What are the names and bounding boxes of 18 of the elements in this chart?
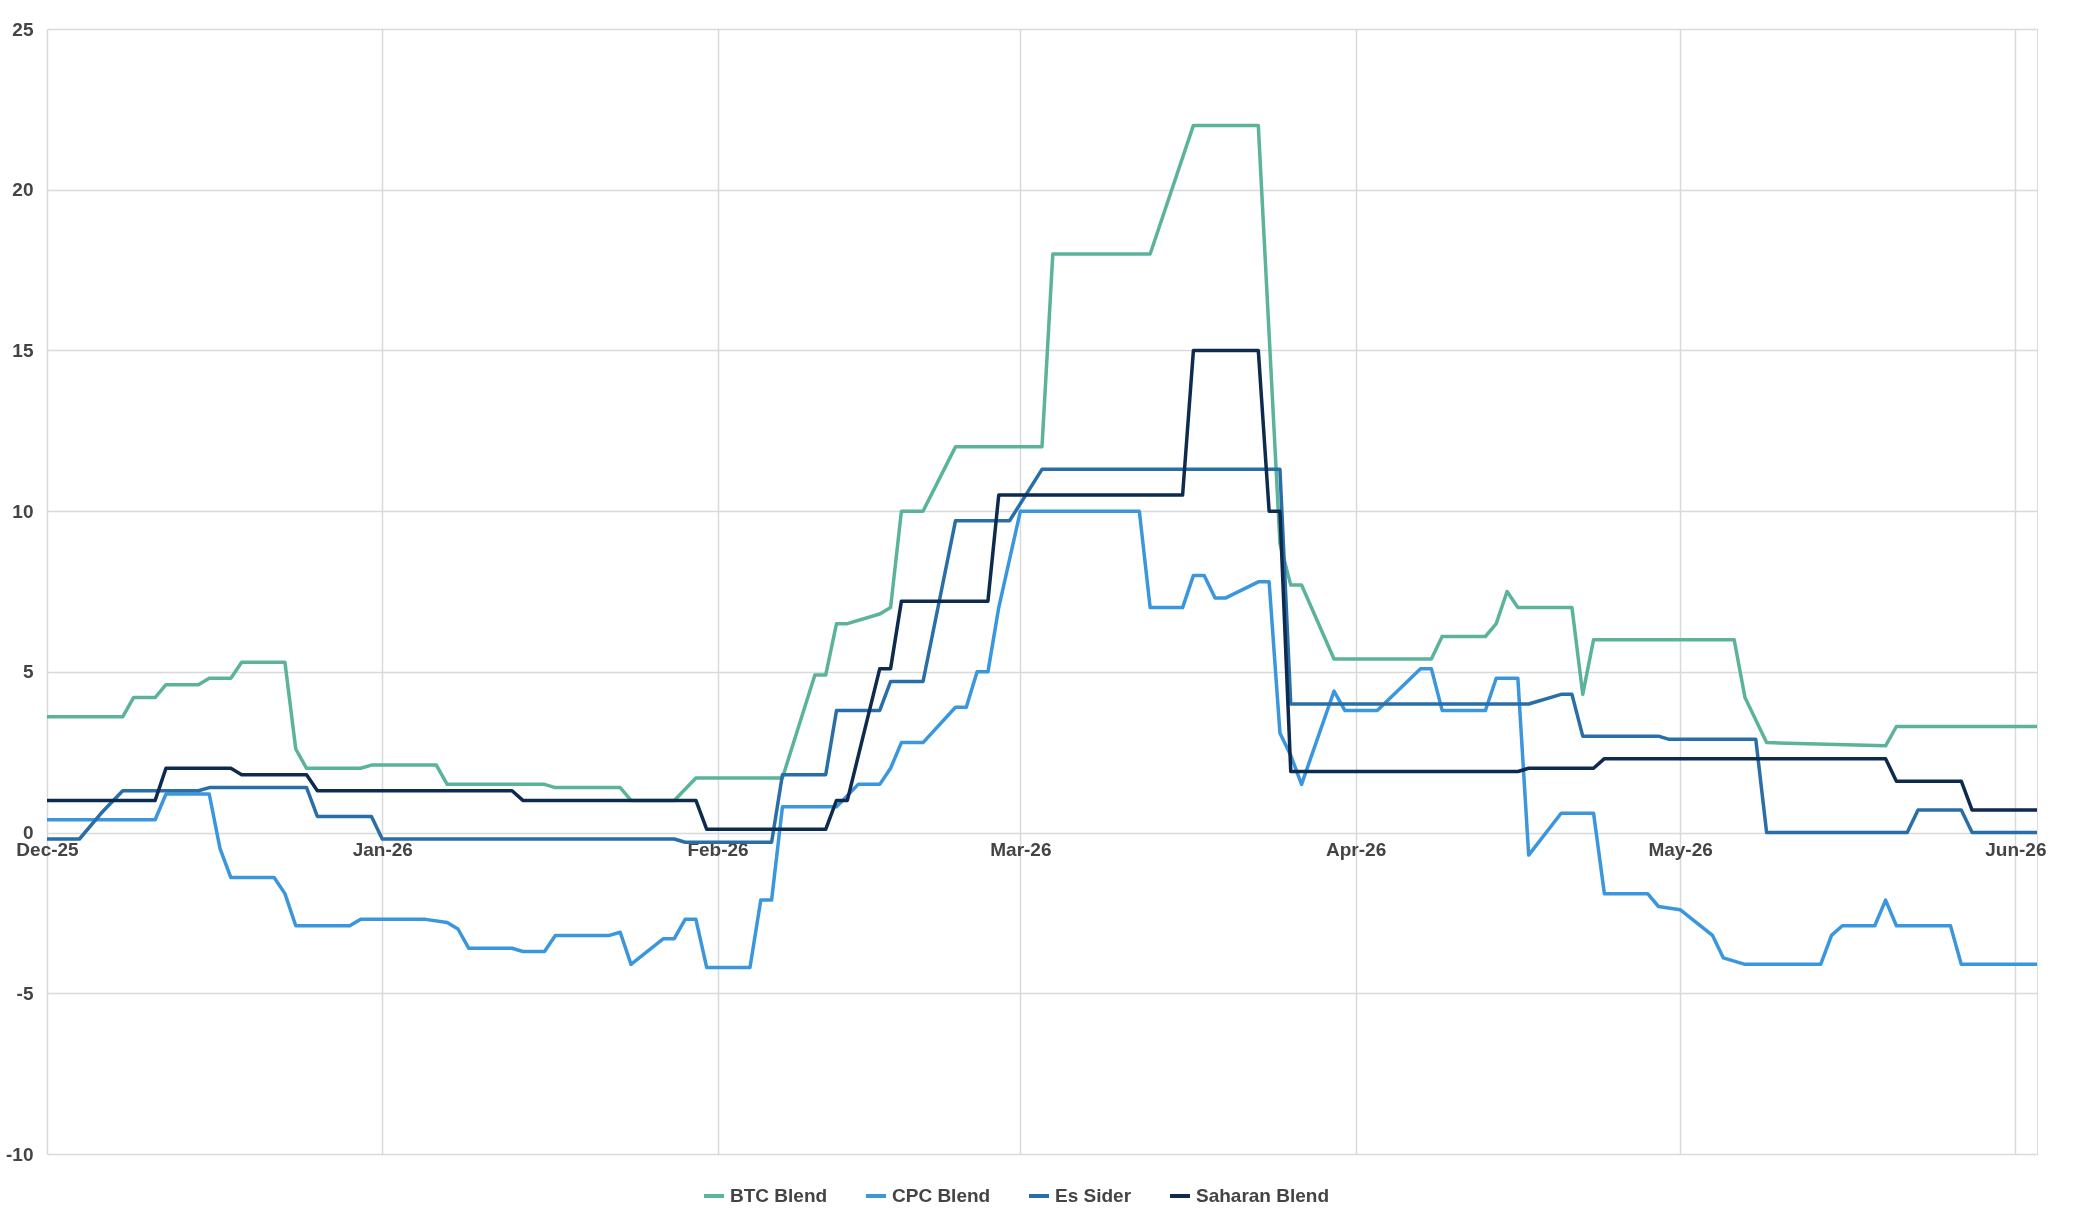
y-tick-label: 25 bbox=[12, 18, 34, 40]
y-tick-label: -10 bbox=[6, 1143, 34, 1165]
y-tick-label: -5 bbox=[16, 982, 34, 1004]
y-tick-label: 20 bbox=[12, 179, 34, 201]
legend-label: Saharan Blend bbox=[1196, 1185, 1330, 1206]
x-tick-label: Jan-26 bbox=[352, 839, 413, 861]
line-series bbox=[45, 467, 2039, 844]
legend-label: BTC Blend bbox=[730, 1185, 828, 1206]
x-tick-label: May-26 bbox=[1648, 839, 1713, 861]
legend-label: Es Sider bbox=[1055, 1185, 1132, 1206]
x-tick-label: Apr-26 bbox=[1326, 839, 1387, 861]
x-tick-label: Jun-26 bbox=[1985, 839, 2047, 861]
y-tick-label: 10 bbox=[12, 500, 34, 522]
legend-label: CPC Blend bbox=[892, 1185, 991, 1206]
y-tick-label: 5 bbox=[22, 661, 34, 683]
line-series bbox=[45, 348, 2039, 832]
x-tick-label: Mar-26 bbox=[990, 839, 1052, 861]
y-tick-label: 15 bbox=[12, 339, 34, 361]
